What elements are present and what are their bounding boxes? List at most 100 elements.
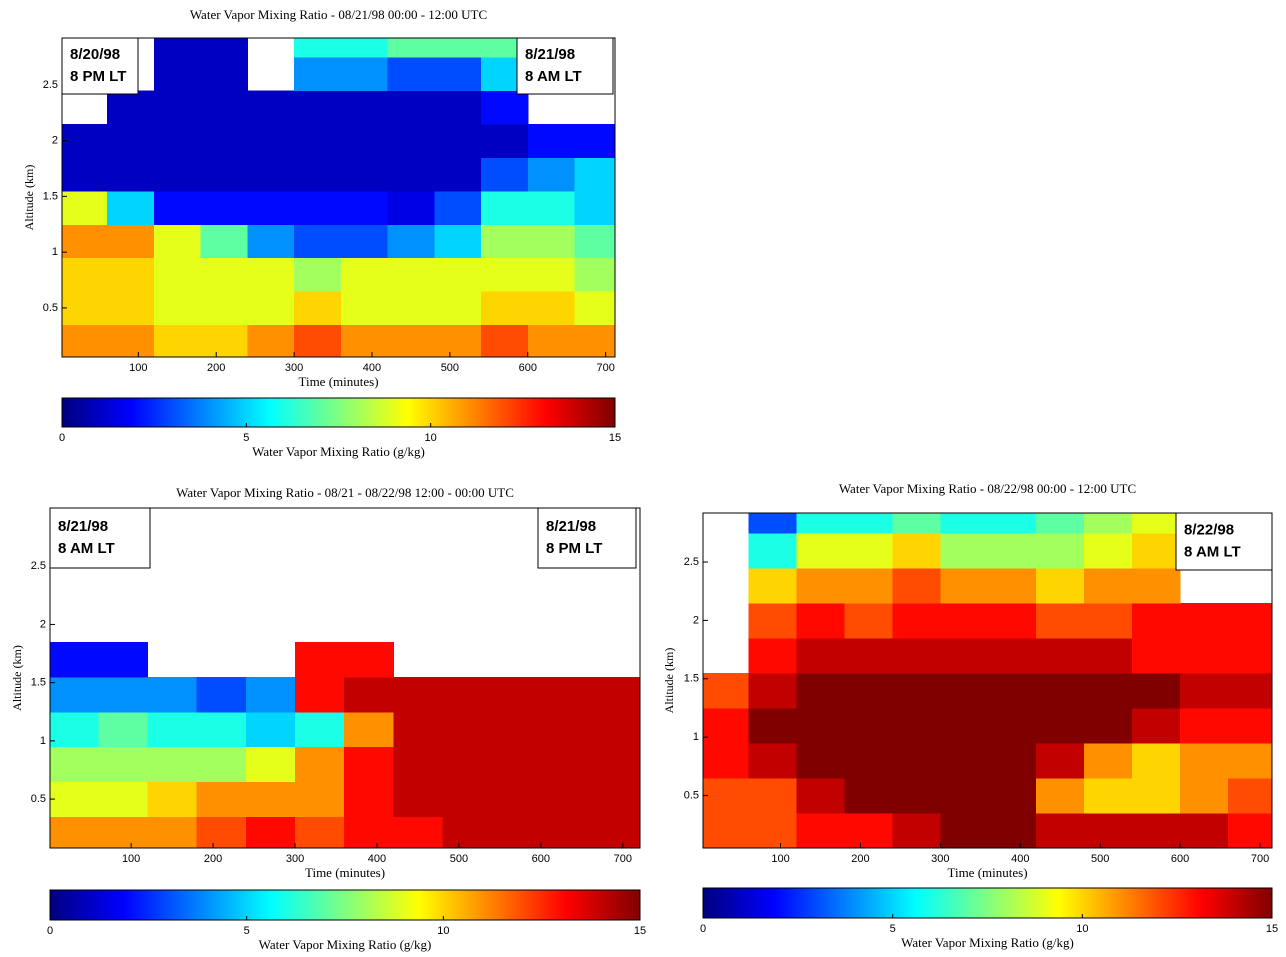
- heatmap-cell: [387, 38, 435, 58]
- heatmap-cell: [590, 816, 640, 848]
- heatmap-cell: [590, 781, 640, 818]
- heatmap-cell: [481, 257, 529, 292]
- heatmap-cell: [1084, 812, 1133, 848]
- y-tick-label: 2: [40, 618, 46, 630]
- heatmap-cell: [1036, 532, 1085, 569]
- colorbar-tick-label: 5: [244, 925, 250, 937]
- heatmap-cell: [796, 602, 845, 639]
- colorbar-tick-label: 5: [243, 432, 249, 444]
- heatmap-cell: [1228, 742, 1272, 779]
- heatmap-cell: [748, 707, 798, 744]
- heatmap-cell: [796, 637, 845, 674]
- annotation-text: 8 AM LT: [1184, 543, 1241, 560]
- heatmap-cell: [62, 291, 108, 326]
- heatmap: [62, 38, 615, 357]
- heatmap-cell: [295, 676, 345, 713]
- x-tick-label: 100: [771, 853, 789, 865]
- heatmap-cell: [1180, 742, 1229, 779]
- heatmap-cell: [434, 90, 482, 125]
- heatmap-cell: [844, 532, 893, 569]
- heatmap-cell: [940, 777, 989, 814]
- heatmap-cell: [1180, 637, 1229, 674]
- heatmap-cell: [62, 190, 108, 225]
- annotation-text: 8/20/98: [70, 46, 120, 63]
- heatmap-cell: [844, 637, 893, 674]
- heatmap-cell: [107, 291, 155, 326]
- heatmap-cell: [844, 707, 893, 744]
- heatmap-cell: [200, 324, 248, 357]
- heatmap-cell: [574, 157, 615, 192]
- heatmap-cell: [294, 38, 342, 58]
- heatmap-cell: [940, 532, 989, 569]
- heatmap-cell: [481, 157, 529, 192]
- heatmap-cell: [703, 672, 750, 709]
- colorbar-tick-label: 5: [890, 923, 896, 935]
- heatmap-cell: [1036, 777, 1085, 814]
- heatmap-cell: [940, 812, 989, 848]
- heatmap-cell: [1036, 567, 1085, 604]
- heatmap-cell: [340, 56, 389, 91]
- heatmap-cell: [295, 641, 345, 678]
- colorbar-tick-label: 10: [1076, 923, 1088, 935]
- heatmap-cell: [988, 812, 1037, 848]
- annotation-box: [537, 507, 637, 569]
- y-tick-label: 0.5: [43, 302, 58, 314]
- heatmap-cell: [988, 513, 1037, 534]
- heatmap-cell: [247, 324, 295, 357]
- y-tick-label: 2.5: [31, 560, 46, 572]
- x-tick-label: 400: [368, 853, 386, 865]
- heatmap-cell: [153, 56, 202, 91]
- x-tick-label: 100: [129, 362, 147, 374]
- x-tick-label: 200: [851, 853, 869, 865]
- heatmap-cell: [1036, 602, 1085, 639]
- heatmap-cell: [294, 123, 342, 158]
- colorbar: [49, 889, 641, 921]
- heatmap-cell: [1036, 672, 1085, 709]
- heatmap-cell: [796, 532, 845, 569]
- colorbar-label: Water Vapor Mixing Ratio (g/kg): [252, 444, 425, 459]
- heatmap-cell: [393, 676, 444, 713]
- heatmap-cell: [294, 157, 342, 192]
- heatmap-cell: [1132, 513, 1181, 534]
- heatmap-cell: [340, 257, 389, 292]
- heatmap-cell: [50, 816, 99, 848]
- heatmap-cell: [844, 567, 893, 604]
- heatmap-cell: [844, 812, 893, 848]
- heatmap-cell: [147, 746, 198, 783]
- x-tick-label: 400: [1011, 853, 1029, 865]
- heatmap-cell: [703, 812, 750, 848]
- heatmap-cell: [294, 224, 342, 259]
- heatmap-cell: [294, 257, 342, 292]
- heatmap-cell: [481, 224, 529, 259]
- heatmap-cell: [153, 123, 202, 158]
- heatmap-cell: [540, 746, 591, 783]
- heatmap-cell: [1228, 812, 1272, 848]
- heatmap-cell: [245, 676, 296, 713]
- heatmap-cell: [442, 816, 493, 848]
- heatmap-cell: [62, 157, 108, 192]
- heatmap-cell: [1036, 742, 1085, 779]
- heatmap-cell: [892, 812, 941, 848]
- heatmap-cell: [748, 567, 798, 604]
- heatmap-cell: [50, 711, 99, 748]
- heatmap-cell: [988, 707, 1037, 744]
- heatmap-cell: [295, 781, 345, 818]
- heatmap-cell: [703, 707, 750, 744]
- heatmap-cell: [200, 38, 248, 58]
- heatmap-cell: [147, 781, 198, 818]
- heatmap-cell: [1132, 602, 1181, 639]
- x-tick-label: 100: [122, 853, 140, 865]
- heatmap-cell: [481, 90, 529, 125]
- heatmap-cell: [1180, 812, 1229, 848]
- x-tick-label: 500: [441, 362, 459, 374]
- annotation-text: 8 AM LT: [525, 68, 582, 85]
- heatmap-cell: [434, 123, 482, 158]
- heatmap-cell: [796, 812, 845, 848]
- heatmap-cell: [796, 707, 845, 744]
- heatmap-cell: [107, 123, 155, 158]
- heatmap-cell: [107, 324, 155, 357]
- heatmap-cell: [748, 777, 798, 814]
- heatmap-cell: [245, 746, 296, 783]
- heatmap-cell: [527, 324, 575, 357]
- heatmap-cell: [98, 711, 149, 748]
